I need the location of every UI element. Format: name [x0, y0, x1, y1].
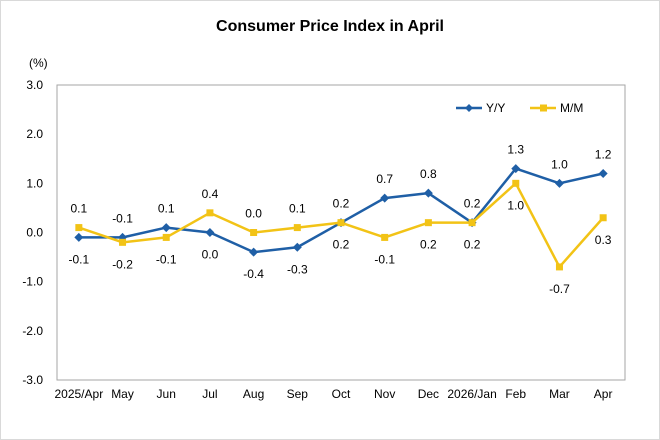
y-tick-label: 0.0: [26, 226, 43, 240]
data-label-yy: 0.2: [333, 197, 350, 211]
legend: Y/Y M/M: [456, 101, 583, 115]
data-label-yy: -0.4: [243, 267, 264, 281]
data-label-mm: 0.4: [202, 187, 219, 201]
y-tick-label: -2.0: [22, 324, 43, 338]
data-point-yy: [554, 178, 564, 188]
x-tick-label: 2025/Apr: [54, 387, 103, 401]
x-tick-label: Sep: [287, 387, 309, 401]
data-point-yy: [161, 223, 171, 233]
data-label-yy: 0.7: [376, 172, 393, 186]
data-label-yy: 0.8: [420, 167, 437, 181]
x-tick-label: May: [111, 387, 134, 401]
y-tick-label: 3.0: [26, 78, 43, 92]
data-point-mm: [119, 238, 127, 246]
data-point-mm: [206, 209, 214, 217]
data-label-mm: 0.1: [289, 202, 306, 216]
data-point-mm: [250, 229, 258, 236]
axes-layer: (%) 3.0 2.0 1.0 0.0 -1.0 -2.0 -3.0 2025/Apr May Ju…: [22, 56, 626, 401]
data-point-mm: [293, 224, 301, 232]
data-point-yy: [74, 232, 84, 242]
data-label-yy: 1.0: [551, 157, 568, 171]
data-label-yy: -0.1: [69, 252, 90, 266]
data-label-mm: -0.7: [549, 282, 570, 296]
data-label-mm: -0.1: [156, 252, 177, 266]
data-label-yy: -0.1: [112, 211, 133, 225]
data-label-mm: -0.2: [112, 257, 133, 271]
x-tick-label: Feb: [505, 387, 526, 401]
data-label-mm: 0.1: [71, 202, 88, 216]
series-layer: [74, 164, 608, 271]
data-point-yy: [511, 164, 521, 174]
data-point-yy: [423, 188, 433, 198]
legend-marker-yy: [465, 104, 473, 112]
data-labels-layer: -0.1 -0.1 0.1 0.0 -0.4 -0.3 0.2 0.7 0.8 0.2 1.3 1.0…: [69, 143, 612, 296]
plot-area-border: [56, 84, 626, 381]
data-label-yy: 1.2: [595, 148, 612, 162]
data-point-yy: [292, 242, 302, 252]
chart-title: Consumer Price Index in April: [216, 18, 444, 35]
data-label-yy: 0.2: [464, 197, 481, 211]
x-tick-label: Oct: [332, 387, 351, 401]
legend-label-yy: Y/Y: [486, 101, 505, 115]
data-label-mm: 0.2: [464, 238, 481, 252]
legend-marker-mm: [540, 104, 547, 112]
data-point-yy: [249, 247, 259, 257]
data-label-mm: 0.0: [245, 207, 262, 221]
x-tick-label: 2026/Jan: [447, 387, 496, 401]
data-point-mm: [599, 214, 607, 222]
data-label-yy: 0.1: [158, 202, 175, 216]
y-tick-label: -1.0: [22, 275, 43, 289]
x-tick-label: Aug: [243, 387, 264, 401]
data-label-mm: -0.1: [374, 252, 395, 266]
y-tick-label: -3.0: [22, 373, 43, 387]
y-tick-label: 2.0: [26, 127, 43, 141]
data-point-mm: [75, 224, 83, 232]
x-tick-label: Jun: [157, 387, 176, 401]
data-label-mm: 1.0: [507, 198, 524, 212]
data-label-yy: 1.3: [507, 143, 524, 157]
x-tick-label: Dec: [418, 387, 439, 401]
legend-label-mm: M/M: [560, 101, 583, 115]
x-tick-label: Jul: [202, 387, 217, 401]
data-point-yy: [380, 193, 390, 203]
data-label-mm: 0.3: [595, 233, 612, 247]
data-point-mm: [555, 263, 563, 271]
x-tick-label: Mar: [549, 387, 570, 401]
data-point-mm: [162, 233, 170, 241]
data-label-mm: 0.2: [333, 238, 350, 252]
x-tick-label: Nov: [374, 387, 395, 401]
data-point-yy: [598, 169, 608, 178]
y-axis-unit-label: (%): [29, 56, 48, 70]
data-label-yy: -0.3: [287, 262, 308, 276]
y-tick-label: 1.0: [26, 176, 43, 190]
data-point-yy: [205, 228, 215, 237]
data-point-mm: [512, 179, 520, 187]
x-tick-label: Apr: [594, 387, 613, 401]
data-point-mm: [337, 219, 345, 227]
data-point-mm: [381, 233, 389, 241]
data-label-yy: 0.0: [202, 248, 219, 262]
data-point-mm: [424, 219, 432, 227]
data-point-mm: [468, 219, 476, 227]
data-label-mm: 0.2: [420, 238, 437, 252]
